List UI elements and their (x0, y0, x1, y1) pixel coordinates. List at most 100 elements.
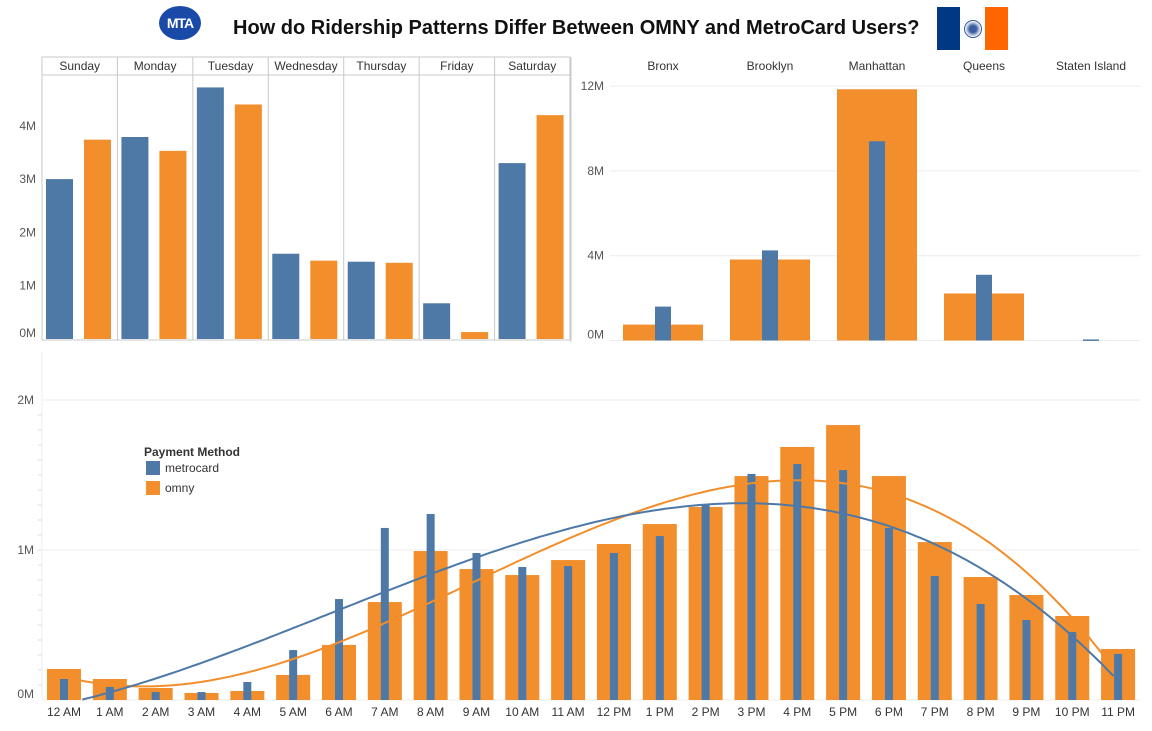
bar-metrocard-10-pm (1068, 632, 1077, 700)
x-tick-label: 1 AM (96, 705, 123, 719)
x-tick-label: 9 PM (1012, 705, 1040, 719)
y-tick-label: 0M (587, 328, 604, 342)
y-tick-label: 4M (587, 249, 604, 263)
legend-label-metrocard: metrocard (165, 461, 219, 475)
x-tick-label: 11 PM (1101, 705, 1135, 719)
bar-metrocard-6-am (334, 599, 343, 700)
day-header-thursday: Thursday (356, 59, 406, 73)
x-tick-label: 4 AM (234, 705, 261, 719)
bar-metrocard-7-am (380, 527, 389, 700)
bar-metrocard-7-pm (930, 575, 939, 700)
bar-omny-sunday (84, 139, 111, 339)
x-tick-label: 5 AM (279, 705, 306, 719)
bar-metrocard-11-am (564, 566, 573, 700)
legend-title: Payment Method (144, 445, 240, 459)
bar-metrocard-8-am (426, 514, 435, 700)
bar-omny-thursday (385, 262, 413, 339)
bar-metrocard-4-pm (793, 464, 802, 700)
bar-omny-saturday (536, 115, 564, 339)
y-tick-label: 4M (19, 119, 36, 133)
bar-metrocard-2-pm (701, 505, 710, 700)
mta-logo: MTA (159, 6, 201, 40)
x-tick-label: 6 AM (325, 705, 352, 719)
bar-omny-tuesday (234, 104, 262, 339)
bar-metrocard-staten-island (1083, 339, 1099, 341)
legend-label-omny: omny (165, 481, 194, 495)
x-tick-label: 9 AM (463, 705, 490, 719)
day-header-tuesday: Tuesday (208, 59, 254, 73)
flag-stripe-blue (937, 7, 960, 50)
bar-omny-wednesday (310, 260, 338, 339)
bar-omny-friday (461, 332, 489, 339)
bar-metrocard-sunday (46, 179, 73, 339)
bar-metrocard-4-am (243, 682, 252, 700)
legend-swatch-metrocard (146, 461, 160, 475)
x-tick-label: 4 PM (783, 705, 811, 719)
bar-metrocard-12-am (60, 679, 68, 700)
dashboard-title: How do Ridership Patterns Differ Between… (233, 17, 920, 39)
bar-metrocard-11-pm (1114, 653, 1123, 700)
bar-metrocard-5-am (289, 650, 298, 700)
x-tick-label: 1 PM (646, 705, 674, 719)
borough-header-manhattan: Manhattan (849, 59, 906, 73)
x-tick-label: 12 AM (47, 705, 81, 719)
bar-metrocard-friday (423, 303, 451, 339)
x-tick-label: 8 PM (967, 705, 995, 719)
x-tick-label: 11 AM (552, 705, 585, 719)
bar-metrocard-1-am (105, 686, 114, 700)
bar-metrocard-3-am (197, 692, 206, 700)
day-header-sunday: Sunday (59, 59, 100, 73)
bar-metrocard-5-pm (839, 470, 848, 700)
x-tick-label: 7 AM (371, 705, 398, 719)
flag-stripe-orange (985, 7, 1008, 50)
bar-metrocard-9-pm (1022, 620, 1031, 700)
bar-metrocard-10-am (518, 566, 527, 700)
y-tick-label: 3M (19, 172, 36, 186)
x-tick-label: 5 PM (829, 705, 857, 719)
bar-metrocard-monday (121, 136, 149, 339)
nyc-flag-logo (937, 7, 1008, 50)
seal-icon (963, 19, 982, 38)
y-tick-label: 2M (17, 393, 34, 407)
bar-metrocard-tuesday (196, 87, 224, 339)
y-tick-label: 8M (587, 164, 604, 178)
bar-metrocard-2-am (151, 692, 160, 700)
bar-metrocard-bronx (655, 306, 671, 341)
bar-metrocard-thursday (347, 261, 375, 339)
y-tick-label: 0M (19, 326, 36, 340)
day-header-monday: Monday (134, 59, 177, 73)
borough-header-queens: Queens (963, 59, 1005, 73)
bar-metrocard-wednesday (272, 253, 300, 339)
flag-stripe-white (960, 7, 985, 50)
x-tick-label: 2 PM (692, 705, 720, 719)
x-tick-label: 2 AM (142, 705, 169, 719)
legend-swatch-omny (146, 481, 160, 495)
y-tick-label: 0M (17, 687, 34, 701)
bar-metrocard-1-pm (655, 536, 664, 700)
bar-metrocard-6-pm (884, 527, 893, 700)
day-header-saturday: Saturday (508, 59, 556, 73)
bar-metrocard-9-am (472, 553, 481, 700)
x-tick-label: 10 AM (505, 705, 539, 719)
x-tick-label: 12 PM (597, 705, 632, 719)
y-tick-label: 1M (17, 543, 34, 557)
y-tick-label: 12M (581, 79, 604, 93)
bar-metrocard-queens (976, 274, 992, 341)
borough-header-staten-island: Staten Island (1056, 59, 1126, 73)
x-tick-label: 3 AM (188, 705, 215, 719)
y-tick-label: 1M (19, 279, 36, 293)
y-tick-label: 2M (19, 225, 36, 239)
trend-line-omny (63, 479, 1115, 688)
borough-header-brooklyn: Brooklyn (747, 59, 794, 73)
x-tick-label: 8 AM (417, 705, 444, 719)
x-tick-label: 10 PM (1055, 705, 1090, 719)
bar-metrocard-saturday (498, 163, 526, 339)
day-header-wednesday: Wednesday (274, 59, 337, 73)
bar-metrocard-3-pm (747, 473, 756, 700)
bar-omny-monday (159, 150, 187, 339)
x-tick-label: 3 PM (737, 705, 765, 719)
bar-metrocard-manhattan (869, 141, 885, 341)
bar-metrocard-12-pm (609, 553, 618, 700)
